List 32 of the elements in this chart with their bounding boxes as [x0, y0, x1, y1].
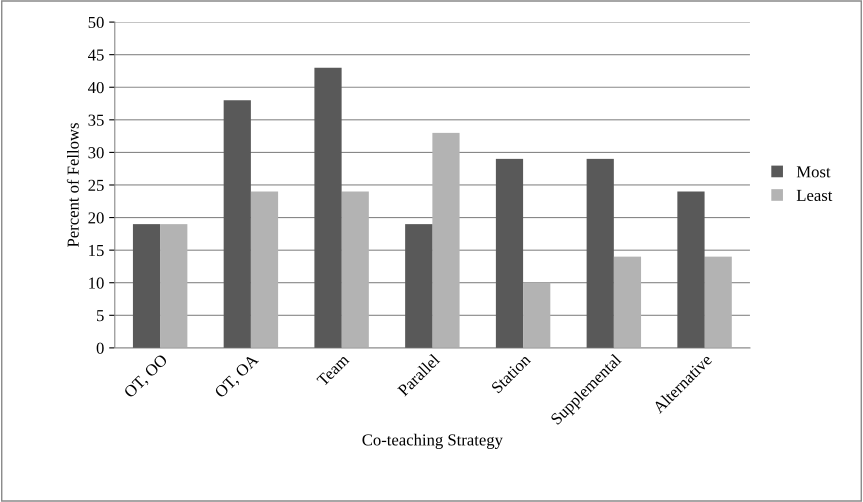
- legend-label: Least: [796, 190, 832, 201]
- bar: [704, 256, 732, 348]
- y-tick-label: 0: [96, 342, 104, 354]
- bar: [496, 158, 524, 348]
- bar: [677, 192, 705, 348]
- y-axis-title: Percent of Fellows: [66, 123, 79, 247]
- bar: [586, 158, 614, 348]
- x-tick-label: OT, OA: [214, 353, 261, 400]
- bar: [132, 224, 160, 348]
- bar: [314, 68, 342, 348]
- x-tick-label: OT, OO: [123, 354, 170, 400]
- y-tick-label: 45: [88, 49, 104, 61]
- legend-label: Most: [796, 166, 830, 178]
- x-axis-title: Co-teaching Strategy: [362, 434, 503, 449]
- bar: [224, 100, 251, 348]
- y-tick-label: 10: [89, 277, 104, 289]
- bar: [160, 224, 188, 348]
- y-tick-label: 40: [88, 82, 104, 94]
- bar: [405, 224, 432, 348]
- y-tick-label: 25: [88, 180, 104, 191]
- bar: [523, 282, 550, 348]
- y-tick-label: 15: [89, 244, 104, 256]
- bar: [432, 132, 460, 348]
- x-tick-label: Team: [316, 353, 350, 387]
- y-tick-label: 20: [88, 212, 104, 224]
- bar: [250, 192, 278, 348]
- y-tick-label: 35: [88, 114, 104, 126]
- y-tick-label: 5: [97, 310, 104, 322]
- y-tick-label: 30: [88, 147, 104, 158]
- bar: [614, 256, 642, 348]
- y-tick-label: 50: [88, 16, 104, 28]
- bar: [342, 192, 369, 348]
